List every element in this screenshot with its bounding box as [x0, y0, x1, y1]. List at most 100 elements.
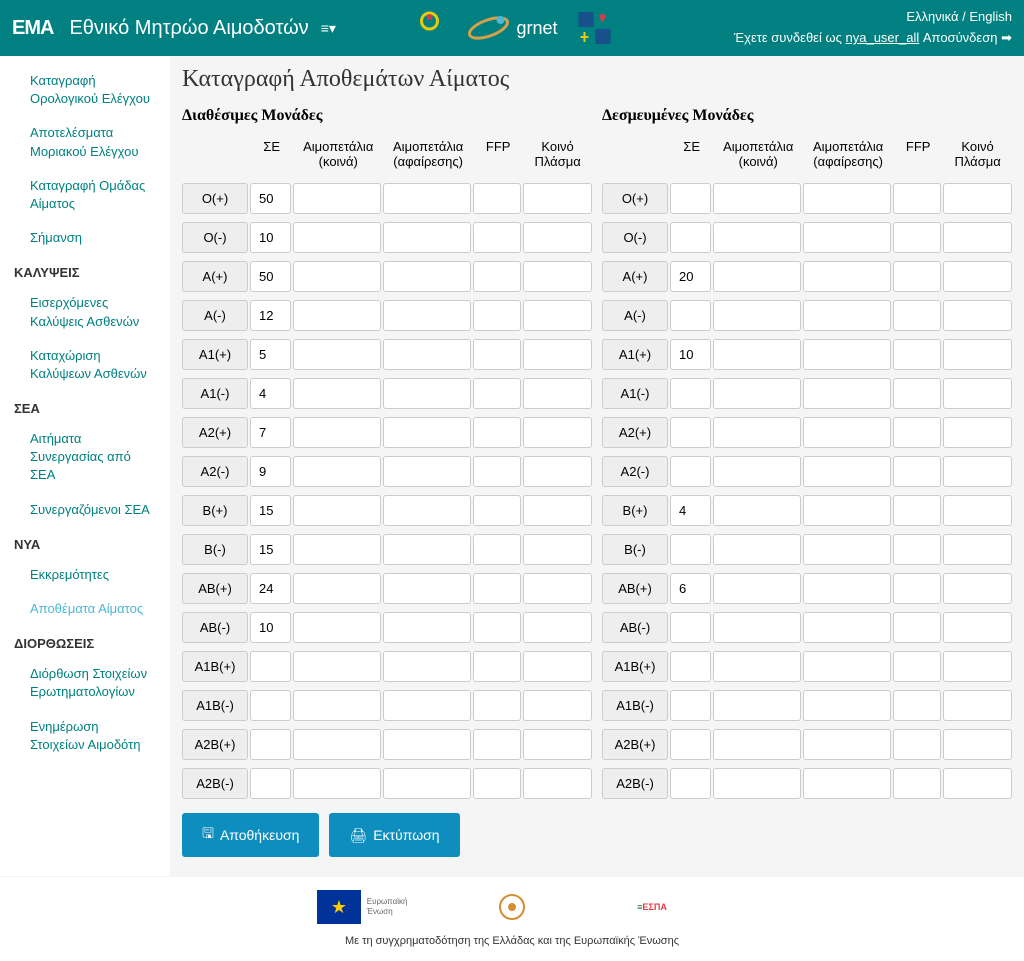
stock-input[interactable] [670, 456, 711, 487]
sidebar-item[interactable]: Ενημέρωση Στοιχείων Αιμοδότη [0, 710, 170, 762]
stock-input[interactable] [803, 534, 891, 565]
stock-input[interactable] [670, 573, 711, 604]
stock-input[interactable] [670, 612, 711, 643]
stock-input[interactable] [383, 183, 471, 214]
stock-input[interactable] [383, 495, 471, 526]
stock-input[interactable] [293, 573, 381, 604]
stock-input[interactable] [713, 729, 801, 760]
stock-input[interactable] [893, 261, 941, 292]
stock-input[interactable] [473, 768, 521, 799]
stock-input[interactable] [383, 261, 471, 292]
stock-input[interactable] [473, 651, 521, 682]
stock-input[interactable] [803, 729, 891, 760]
stock-input[interactable] [713, 183, 801, 214]
stock-input[interactable] [473, 222, 521, 253]
stock-input[interactable] [293, 378, 381, 409]
stock-input[interactable] [383, 456, 471, 487]
stock-input[interactable] [670, 339, 711, 370]
stock-input[interactable] [383, 339, 471, 370]
stock-input[interactable] [803, 495, 891, 526]
stock-input[interactable] [713, 417, 801, 448]
stock-input[interactable] [713, 261, 801, 292]
stock-input[interactable] [250, 417, 291, 448]
stock-input[interactable] [943, 729, 1012, 760]
stock-input[interactable] [523, 183, 592, 214]
stock-input[interactable] [893, 612, 941, 643]
stock-input[interactable] [803, 690, 891, 721]
stock-input[interactable] [713, 573, 801, 604]
stock-input[interactable] [250, 612, 291, 643]
stock-input[interactable] [473, 690, 521, 721]
stock-input[interactable] [893, 339, 941, 370]
stock-input[interactable] [383, 378, 471, 409]
stock-input[interactable] [250, 495, 291, 526]
stock-input[interactable] [713, 534, 801, 565]
stock-input[interactable] [713, 339, 801, 370]
sidebar-item[interactable]: Καταγραφή Ομάδας Αίματος [0, 169, 170, 221]
stock-input[interactable] [523, 378, 592, 409]
stock-input[interactable] [250, 222, 291, 253]
stock-input[interactable] [250, 378, 291, 409]
logout-link[interactable]: Αποσύνδεση [923, 30, 998, 45]
stock-input[interactable] [803, 573, 891, 604]
username-link[interactable]: nya_user_all [846, 30, 920, 45]
stock-input[interactable] [383, 612, 471, 643]
stock-input[interactable] [473, 378, 521, 409]
stock-input[interactable] [473, 612, 521, 643]
stock-input[interactable] [893, 729, 941, 760]
stock-input[interactable] [293, 261, 381, 292]
stock-input[interactable] [293, 768, 381, 799]
stock-input[interactable] [713, 456, 801, 487]
stock-input[interactable] [523, 534, 592, 565]
stock-input[interactable] [893, 456, 941, 487]
stock-input[interactable] [943, 261, 1012, 292]
stock-input[interactable] [523, 339, 592, 370]
sidebar-item[interactable]: Εκκρεμότητες [0, 558, 170, 592]
stock-input[interactable] [943, 651, 1012, 682]
stock-input[interactable] [250, 339, 291, 370]
sidebar-item[interactable]: Συνεργαζόμενοι ΣΕΑ [0, 493, 170, 527]
stock-input[interactable] [943, 612, 1012, 643]
stock-input[interactable] [713, 690, 801, 721]
print-button[interactable]: 🖨 Εκτύπωση [329, 813, 459, 857]
stock-input[interactable] [383, 690, 471, 721]
stock-input[interactable] [473, 573, 521, 604]
stock-input[interactable] [523, 456, 592, 487]
stock-input[interactable] [803, 339, 891, 370]
stock-input[interactable] [803, 378, 891, 409]
stock-input[interactable] [943, 768, 1012, 799]
stock-input[interactable] [293, 495, 381, 526]
stock-input[interactable] [670, 183, 711, 214]
stock-input[interactable] [803, 456, 891, 487]
stock-input[interactable] [943, 573, 1012, 604]
stock-input[interactable] [523, 768, 592, 799]
stock-input[interactable] [713, 768, 801, 799]
stock-input[interactable] [523, 612, 592, 643]
stock-input[interactable] [523, 729, 592, 760]
stock-input[interactable] [250, 534, 291, 565]
stock-input[interactable] [670, 261, 711, 292]
save-button[interactable]: 🖫 Αποθήκευση [182, 813, 319, 857]
stock-input[interactable] [293, 651, 381, 682]
stock-input[interactable] [293, 534, 381, 565]
stock-input[interactable] [293, 222, 381, 253]
stock-input[interactable] [893, 300, 941, 331]
stock-input[interactable] [383, 534, 471, 565]
stock-input[interactable] [293, 339, 381, 370]
stock-input[interactable] [893, 222, 941, 253]
stock-input[interactable] [943, 534, 1012, 565]
stock-input[interactable] [943, 495, 1012, 526]
stock-input[interactable] [473, 300, 521, 331]
stock-input[interactable] [523, 690, 592, 721]
stock-input[interactable] [943, 222, 1012, 253]
stock-input[interactable] [713, 651, 801, 682]
stock-input[interactable] [473, 534, 521, 565]
stock-input[interactable] [670, 495, 711, 526]
stock-input[interactable] [803, 768, 891, 799]
stock-input[interactable] [473, 339, 521, 370]
stock-input[interactable] [670, 690, 711, 721]
stock-input[interactable] [943, 300, 1012, 331]
stock-input[interactable] [670, 417, 711, 448]
stock-input[interactable] [523, 573, 592, 604]
stock-input[interactable] [713, 612, 801, 643]
